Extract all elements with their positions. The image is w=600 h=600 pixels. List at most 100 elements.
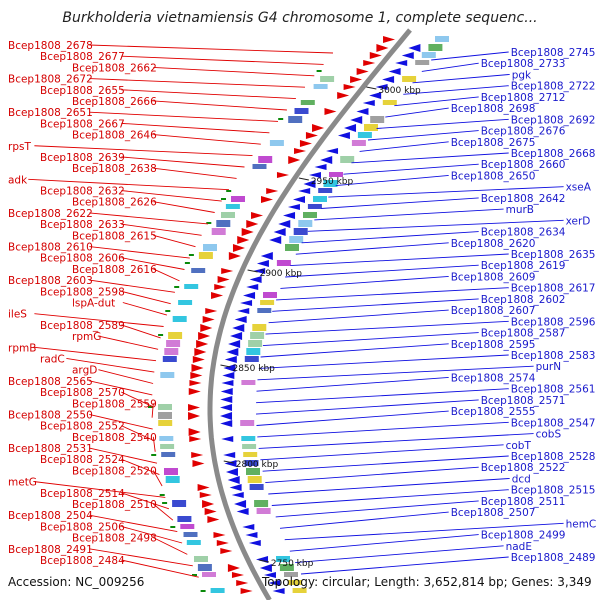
left-gene-label[interactable]: Bcep1808_2510 [72,499,157,511]
left-gene-label[interactable]: Bcep1808_2506 [40,521,125,533]
left-gene-label[interactable]: Bcep1808_2667 [40,118,125,130]
left-gene-label[interactable]: Bcep1808_2646 [72,130,157,142]
right-gene-label[interactable]: Bcep1808_2660 [481,159,566,171]
left-gene-label[interactable]: Bcep1808_2540 [72,432,157,444]
right-gene-label[interactable]: Bcep1808_2635 [511,249,596,261]
right-gene-label[interactable]: Bcep1808_2634 [481,227,566,239]
left-gene-label[interactable]: Bcep1808_2622 [8,208,93,220]
outer-feature-block [313,84,328,89]
right-gene-label[interactable]: hemC [566,518,597,530]
right-gene-label[interactable]: Bcep1808_2602 [481,294,566,306]
right-gene-label[interactable]: cobS [536,429,562,441]
right-gene-label[interactable]: Bcep1808_2499 [481,530,566,542]
right-gene-label[interactable]: Bcep1808_2511 [481,496,566,508]
right-gene-label[interactable]: dcd [512,473,531,485]
left-gene-label[interactable]: Bcep1808_2552 [40,421,125,433]
outer-feature-block [246,468,260,475]
right-connector-line [289,534,479,552]
right-gene-label[interactable]: Bcep1808_2571 [481,395,566,407]
right-gene-label[interactable]: Bcep1808_2676 [481,126,566,138]
left-gene-label[interactable]: radC [40,353,65,365]
left-gene-label[interactable]: Bcep1808_2589 [40,320,125,332]
left-gene-label[interactable]: Bcep1808_2520 [72,465,157,477]
left-gene-label[interactable]: Bcep1808_2662 [72,62,157,74]
left-gene-label[interactable]: Bcep1808_2672 [8,74,93,86]
right-gene-label[interactable]: cobT [506,440,532,452]
left-gene-label[interactable]: Bcep1808_2570 [40,387,125,399]
left-gene-label[interactable]: Bcep1808_2639 [40,152,125,164]
right-gene-label[interactable]: Bcep1808_2528 [511,451,596,463]
left-gene-label[interactable]: Bcep1808_2598 [40,286,125,298]
right-gene-label[interactable]: Bcep1808_2607 [451,305,536,317]
left-gene-label[interactable]: adk [8,174,28,186]
left-gene-label[interactable]: Bcep1808_2633 [40,219,125,231]
right-gene-label[interactable]: pgk [512,69,532,81]
right-gene-label[interactable]: Bcep1808_2620 [451,238,536,250]
left-gene-label[interactable]: Bcep1808_2498 [72,533,157,545]
right-gene-label[interactable]: Bcep1808_2617 [511,283,596,295]
right-gene-label[interactable]: nadE [506,541,532,553]
left-gene-label[interactable]: Bcep1808_2638 [72,163,157,175]
right-gene-label[interactable]: Bcep1808_2712 [481,92,566,104]
left-gene-label[interactable]: Bcep1808_2484 [40,555,125,567]
right-gene-label[interactable]: Bcep1808_2515 [511,485,596,497]
left-connector-line [121,156,245,168]
left-gene-label[interactable]: Bcep1808_2610 [8,242,93,254]
left-gene-label[interactable]: Bcep1808_2677 [40,51,125,63]
right-gene-label[interactable]: Bcep1808_2609 [451,271,536,283]
left-gene-label[interactable]: Bcep1808_2514 [40,488,125,500]
left-gene-label[interactable]: Bcep1808_2655 [40,85,125,97]
right-gene-label[interactable]: Bcep1808_2733 [481,58,566,70]
right-gene-label[interactable]: Bcep1808_2698 [451,103,536,115]
left-gene-label[interactable]: Bcep1808_2606 [40,253,125,265]
left-gene-label[interactable]: Bcep1808_2504 [8,510,93,522]
right-gene-label[interactable]: Bcep1808_2595 [451,339,536,351]
left-gene-label[interactable]: rpsT [8,141,31,153]
right-gene-label[interactable]: Bcep1808_2547 [511,417,596,429]
left-gene-label[interactable]: Bcep1808_2565 [8,376,93,388]
left-gene-label[interactable]: Bcep1808_2524 [40,454,125,466]
right-gene-label[interactable]: murB [506,204,534,216]
right-gene-label[interactable]: Bcep1808_2745 [511,47,596,59]
right-gene-label[interactable]: Bcep1808_2650 [451,170,536,182]
left-gene-label[interactable]: lspA-dut [72,298,115,310]
right-gene-label[interactable]: Bcep1808_2489 [511,552,596,564]
left-gene-label[interactable]: Bcep1808_2559 [72,398,157,410]
right-gene-label[interactable]: Bcep1808_2507 [451,507,536,519]
reverse-gene-block [256,260,269,267]
right-gene-label[interactable]: Bcep1808_2555 [451,406,536,418]
right-gene-label[interactable]: Bcep1808_2675 [451,137,536,149]
left-gene-label[interactable]: Bcep1808_2616 [72,264,157,276]
left-gene-label[interactable]: Bcep1808_2626 [72,197,157,209]
right-gene-label[interactable]: xerD [566,215,591,227]
right-gene-label[interactable]: Bcep1808_2692 [511,114,596,126]
left-gene-label[interactable]: metG [8,477,37,489]
left-gene-label[interactable]: argD [72,365,97,377]
right-gene-label[interactable]: Bcep1808_2587 [481,328,566,340]
left-gene-label[interactable]: Bcep1808_2603 [8,275,93,287]
right-gene-label[interactable]: Bcep1808_2619 [481,260,566,272]
left-gene-label[interactable]: Bcep1808_2651 [8,107,93,119]
right-gene-label[interactable]: Bcep1808_2574 [451,372,536,384]
left-gene-label[interactable]: Bcep1808_2550 [8,409,93,421]
right-gene-label[interactable]: Bcep1808_2583 [511,350,596,362]
right-gene-label[interactable]: Bcep1808_2668 [511,148,596,160]
right-gene-label[interactable]: Bcep1808_2722 [511,81,596,93]
left-gene-label[interactable]: rpmB [8,342,36,354]
right-gene-label[interactable]: purN [536,361,562,373]
left-gene-label[interactable]: Bcep1808_2632 [40,186,125,198]
left-gene-label[interactable]: Bcep1808_2491 [8,544,93,556]
left-gene-label[interactable]: rpmG [72,331,101,343]
left-gene-label[interactable]: Bcep1808_2615 [72,230,157,242]
right-gene-label[interactable]: Bcep1808_2596 [511,316,596,328]
right-gene-label[interactable]: Bcep1808_2642 [481,193,566,205]
left-gene-label[interactable]: Bcep1808_2678 [8,40,93,52]
left-gene-label[interactable]: Bcep1808_2531 [8,443,93,455]
right-gene-label[interactable]: Bcep1808_2522 [481,462,566,474]
right-gene-label[interactable]: Bcep1808_2561 [511,384,596,396]
left-connector-line [153,503,174,521]
left-gene-label[interactable]: ileS [8,309,27,321]
tick-label: 2950 kbp [311,177,354,187]
left-gene-label[interactable]: Bcep1808_2666 [72,96,157,108]
right-gene-label[interactable]: xseA [566,182,592,194]
